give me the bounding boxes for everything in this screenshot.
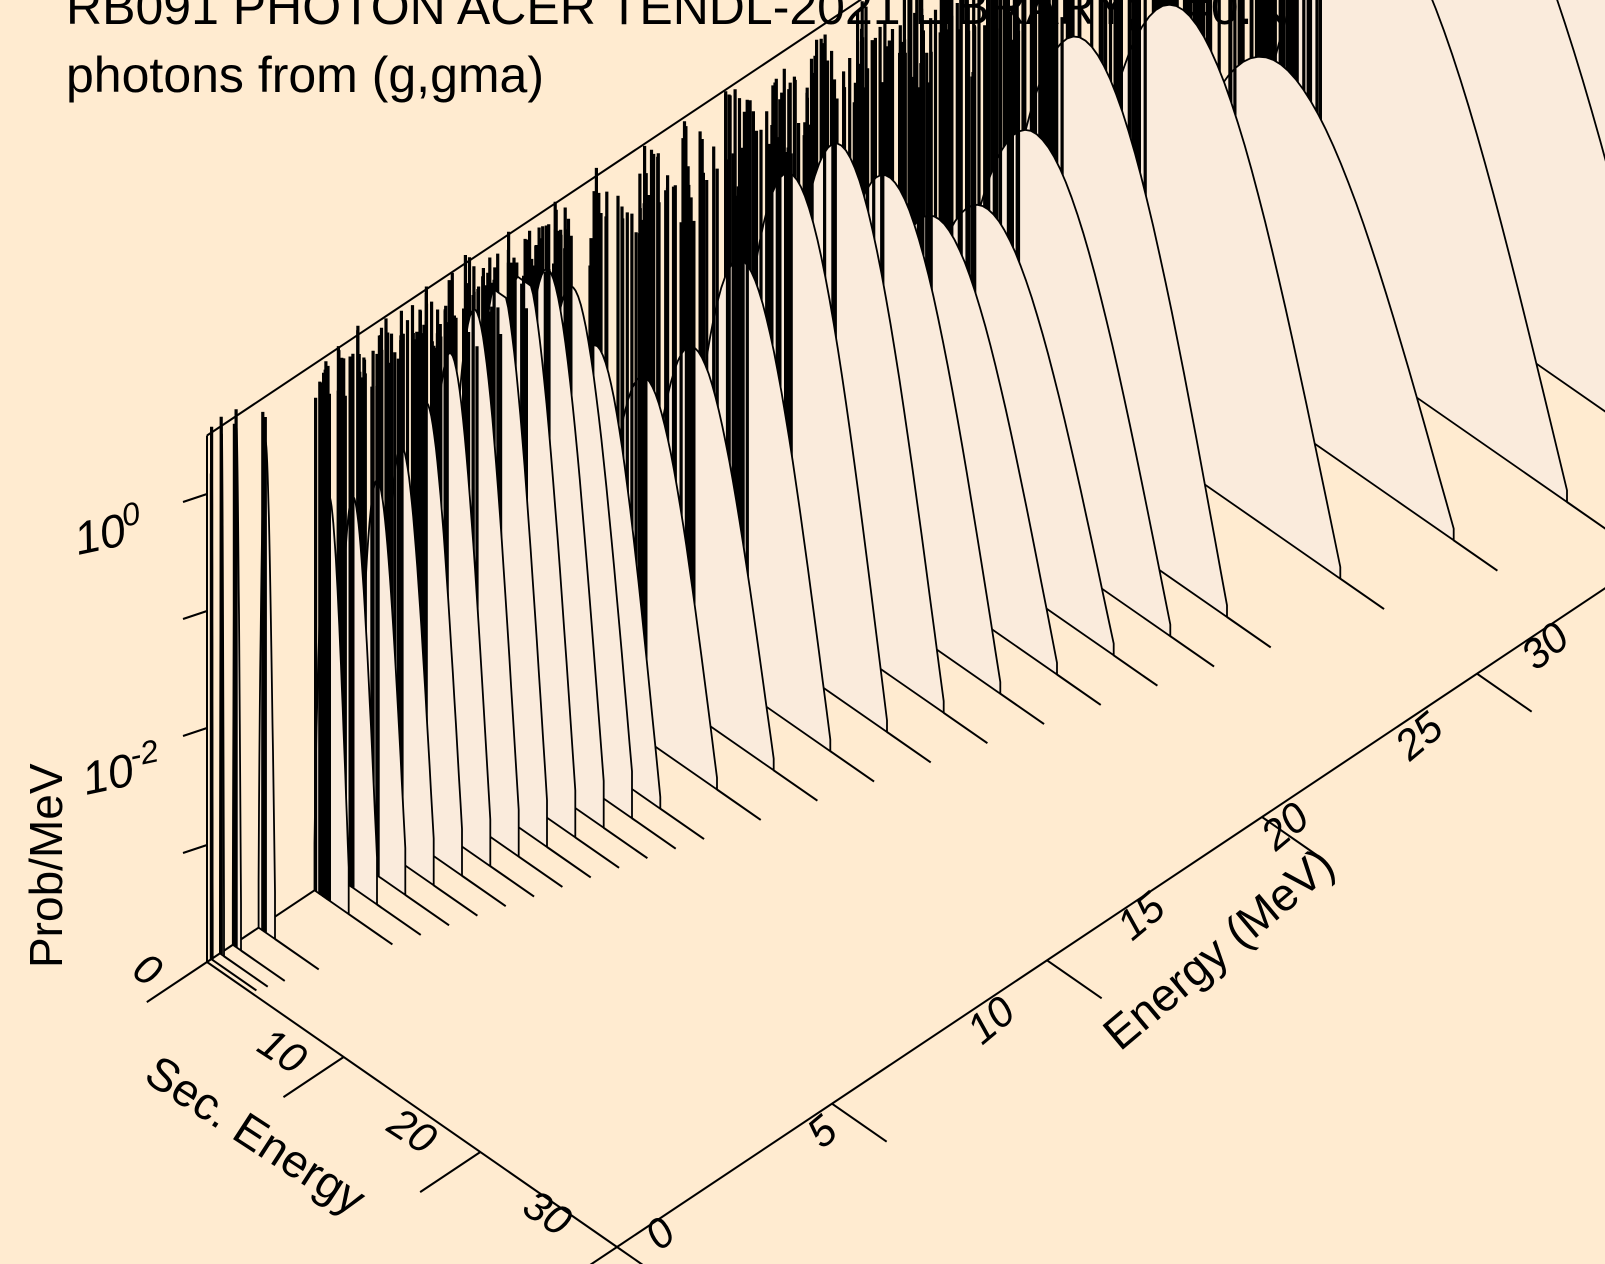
y-tick-exp-1: -2 (126, 732, 162, 773)
spectrum-baseline (886, 731, 932, 764)
spectrum-baseline (546, 846, 592, 879)
spectrum-baseline (943, 712, 988, 745)
x-tick-30: 30 (1512, 612, 1578, 678)
y-tick-base-0: 10 (69, 503, 130, 565)
x-tick-mark (1476, 672, 1533, 713)
spectrum-baseline (461, 874, 507, 907)
y-tick-mark (182, 727, 208, 737)
gamma-lines (1237, 0, 1322, 331)
spectrum-baseline (1113, 654, 1158, 687)
chart-title: RB091 PHOTON ACER TENDL-2021 LIBRARY; T=… (66, 0, 1286, 35)
z-tick-mark (146, 961, 208, 1003)
z-tick-20: 20 (379, 1098, 445, 1164)
x-tick-0: 0 (636, 1207, 685, 1258)
spectrum-baseline (404, 894, 450, 927)
spectrum-curve (219, 416, 269, 988)
gamma-lines (232, 409, 238, 948)
spectrum-baseline (1339, 577, 1385, 610)
gamma-lines (314, 361, 331, 901)
spectrum-baseline (433, 884, 478, 917)
spectrum-baseline (574, 836, 620, 869)
spectrum-baseline (518, 855, 563, 888)
y-tick-label-0: 100 (68, 495, 148, 565)
spectrum-baseline (999, 692, 1045, 725)
svg-text:10-2: 10-2 (76, 732, 166, 804)
spectrum-curve (231, 409, 286, 982)
z-tick-0: 0 (125, 943, 171, 995)
spectrum-curves (209, 0, 1605, 992)
x-tick-mark (1046, 959, 1103, 1000)
z-tick-mark (419, 1151, 481, 1193)
y-tick-base-1: 10 (77, 743, 138, 805)
y-tick-label-1: 10-2 (76, 732, 166, 804)
spectrum-baseline (1226, 616, 1272, 649)
z-axis-line (206, 961, 618, 1248)
spectrum-baseline (603, 827, 648, 860)
chart-subtitle: photons from (g,gma) (66, 47, 544, 103)
spectrum-baseline (716, 788, 762, 821)
x-tick-mark (616, 1246, 644, 1264)
spectrum-baseline (631, 817, 677, 850)
spectrum-baseline (1056, 673, 1102, 706)
y-tick-mark (182, 493, 208, 503)
x-tick-5: 5 (798, 1105, 847, 1156)
spectrum-baseline (773, 769, 818, 802)
x-tick-mark (1261, 816, 1318, 856)
spectrum-baseline (274, 938, 320, 971)
z-tick-mark (282, 1056, 345, 1098)
z-axis-label: Sec. Energy (137, 1045, 375, 1225)
spectrum-curve (209, 426, 257, 992)
y-tick-mark (182, 844, 208, 854)
x-tick-mark (831, 1102, 888, 1143)
gamma-lines (261, 411, 267, 933)
spectrum-baseline (212, 959, 257, 992)
z-tick-mark (589, 1246, 618, 1264)
spectrum-baseline (1169, 635, 1215, 668)
spectrum-baseline (240, 949, 286, 982)
spectrum-baseline (376, 903, 422, 936)
y-tick-mark (182, 610, 208, 620)
z-tick-30: 30 (515, 1180, 580, 1245)
x-tick-25: 25 (1385, 702, 1452, 769)
x-tick-15: 15 (1108, 882, 1174, 948)
y-axis-label: Prob/MeV (20, 763, 72, 968)
svg-text:100: 100 (68, 495, 148, 565)
spectrum-baseline (659, 807, 705, 840)
x-axis-label: Energy (MeV) (1093, 837, 1344, 1059)
spectrum-baseline (1453, 539, 1498, 572)
spectrum-baseline (829, 750, 875, 783)
back-top-edge (206, 0, 863, 437)
spectrum-curve (313, 361, 393, 946)
spectrum-baseline (489, 865, 535, 898)
axes-ticks (146, 493, 1533, 1264)
spectrum-curve (257, 411, 320, 971)
spectrum-baseline (1566, 501, 1605, 530)
x-tick-10: 10 (958, 986, 1024, 1052)
spectrum-baseline (348, 913, 393, 946)
z-tick-10: 10 (250, 1018, 315, 1083)
spectrum-baseline (223, 955, 269, 988)
